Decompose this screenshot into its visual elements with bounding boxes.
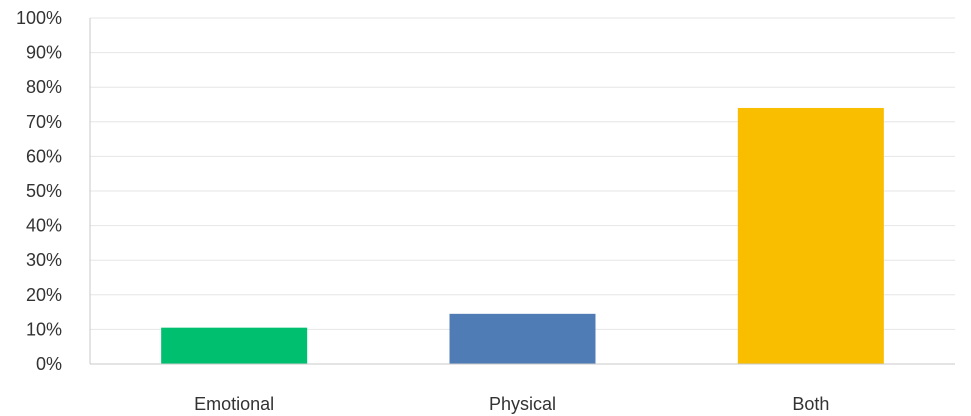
gridlines [90,17,955,330]
y-tick-label: 90% [26,43,62,63]
bars [161,107,884,365]
bar-both [737,107,884,365]
y-tick-label: 20% [26,285,62,305]
x-category-label: Both [792,394,829,414]
y-tick-label: 40% [26,216,62,236]
y-tick-label: 50% [26,181,62,201]
y-axis-ticks: 0% 10% 20% 30% 40% 50% 60% 70% 80% 90% 100% [16,8,62,374]
x-category-label: Physical [489,394,556,414]
bar-physical [449,313,596,364]
y-tick-label: 30% [26,250,62,270]
y-tick-label: 80% [26,77,62,97]
bar-emotional [161,327,308,364]
x-axis-categories: Emotional Physical Both [194,394,829,414]
y-tick-label: 60% [26,146,62,166]
y-tick-label: 0% [36,354,62,374]
y-tick-label: 70% [26,112,62,132]
x-category-label: Emotional [194,394,274,414]
y-tick-label: 100% [16,8,62,28]
y-tick-label: 10% [26,319,62,339]
